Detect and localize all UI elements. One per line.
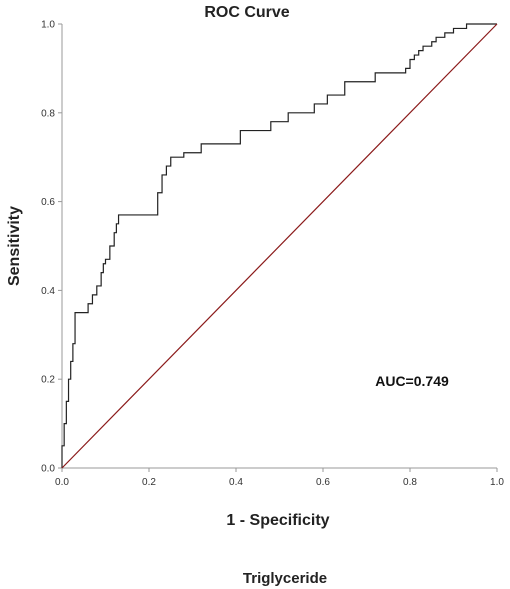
y-axis-label: Sensitivity — [6, 206, 23, 286]
y-tick-label: 0.8 — [41, 108, 55, 119]
y-tick-label: 1.0 — [41, 20, 55, 31]
chart-title: ROC Curve — [204, 4, 289, 21]
x-axis-label: 1 - Specificity — [226, 512, 329, 529]
x-tick-label: 1.0 — [490, 477, 504, 488]
x-axis-ticks: 0.0 0.2 0.4 0.6 0.8 1.0 — [55, 468, 504, 488]
x-tick-label: 0.0 — [55, 477, 69, 488]
y-tick-label: 0.0 — [41, 464, 55, 475]
roc-curve-line — [61, 23, 497, 468]
plot-frame — [61, 24, 497, 469]
x-tick-label: 0.6 — [316, 477, 330, 488]
y-axis-ticks: 0.0 0.2 0.4 0.6 0.8 1.0 — [41, 20, 62, 475]
auc-annotation: AUC=0.749 — [375, 373, 449, 389]
y-tick-label: 0.2 — [41, 375, 55, 386]
variable-caption: Triglyceride — [243, 570, 327, 587]
series-layer — [61, 23, 498, 469]
x-tick-label: 0.4 — [229, 477, 243, 488]
y-tick-label: 0.4 — [41, 286, 55, 297]
x-tick-label: 0.2 — [142, 477, 156, 488]
y-tick-label: 0.6 — [41, 197, 55, 208]
reference-diagonal-line — [61, 23, 498, 469]
x-tick-label: 0.8 — [403, 477, 417, 488]
